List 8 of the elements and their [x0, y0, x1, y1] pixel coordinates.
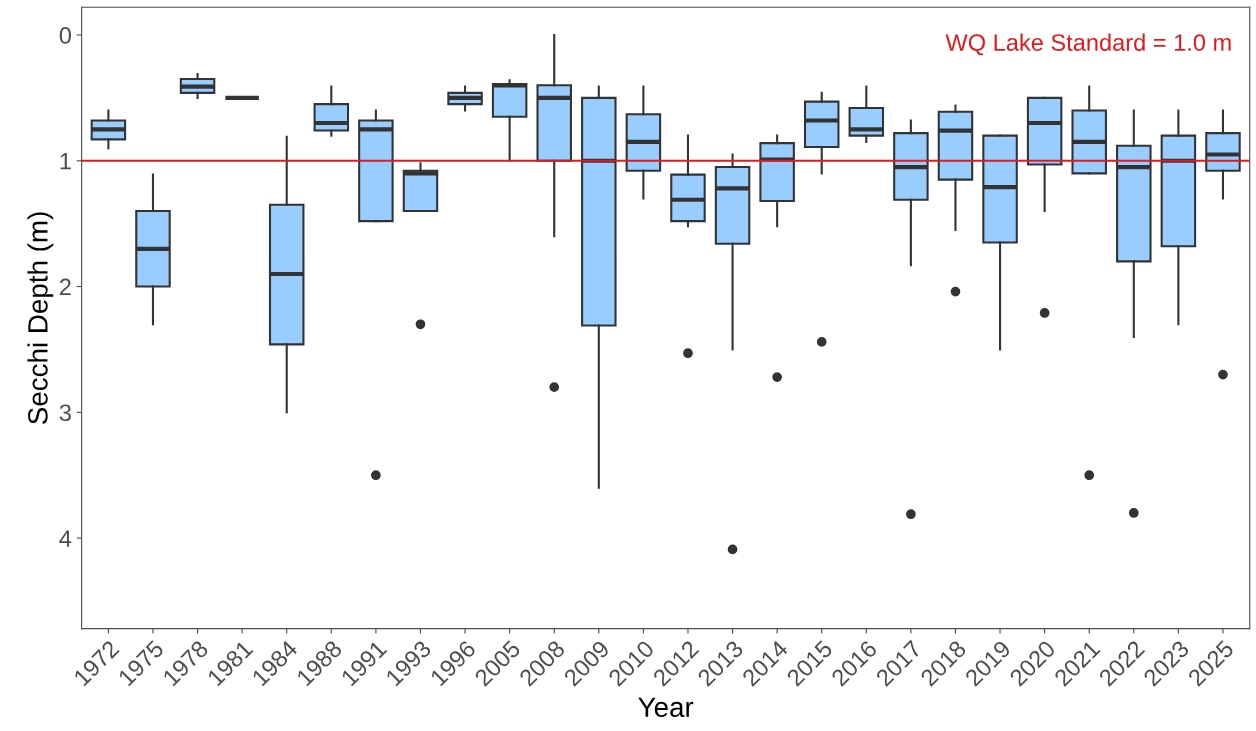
- y-tick-label: 4: [59, 530, 72, 547]
- y-tick-label: 3: [59, 404, 71, 422]
- x-axis-title: Year: [638, 697, 694, 718]
- ref-line-label: WQ Lake Standard = 1.0 m: [945, 33, 1231, 56]
- y-tick-label: 1: [60, 153, 71, 170]
- y-tick-label: 2: [59, 278, 71, 296]
- y-tick-label: 0: [59, 27, 71, 44]
- y-axis-title: Secchi Depth (m): [27, 212, 54, 424]
